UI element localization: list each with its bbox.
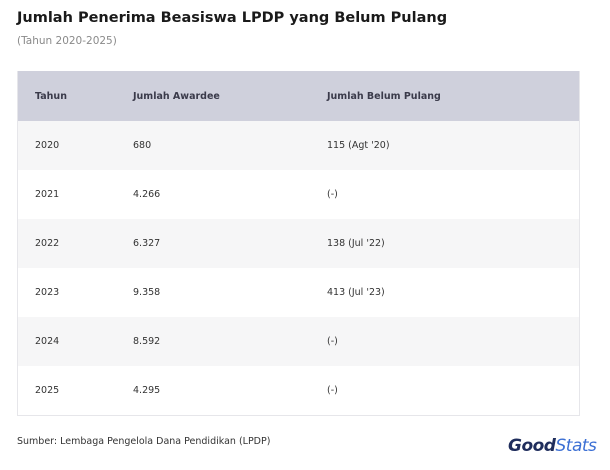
- cell: 2023: [35, 287, 60, 298]
- cell: (-): [327, 336, 338, 347]
- cell: 680: [133, 140, 152, 151]
- cell: 4.266: [133, 189, 161, 200]
- source: Sumber: Lembaga Pengelola Dana Pendidika…: [17, 436, 271, 447]
- logo-part: Good: [508, 436, 556, 456]
- cell: 2024: [35, 336, 60, 347]
- table-row: 2023 9.358 413 (Jul '23): [18, 268, 579, 317]
- cell: 9.358: [133, 287, 161, 298]
- title: Jumlah Penerima Beasiswa LPDP yang Belum…: [17, 10, 448, 26]
- logo: GoodStats: [508, 436, 597, 456]
- subtitle: (Tahun 2020-2025): [17, 35, 117, 47]
- cell: 6.327: [133, 238, 161, 249]
- column-header: Tahun: [35, 90, 67, 102]
- column-header: Jumlah Belum Pulang: [327, 90, 441, 102]
- logo-part: Stats: [555, 436, 597, 456]
- table-row: 2021 4.266 (-): [18, 170, 579, 219]
- cell: 138 (Jul '22): [327, 238, 385, 249]
- table: Tahun Jumlah Awardee Jumlah Belum Pulang 20…: [17, 71, 580, 416]
- header-row: Tahun Jumlah Awardee Jumlah Belum Pulang: [18, 71, 579, 121]
- cell: (-): [327, 189, 338, 200]
- cell: 4.295: [133, 385, 161, 396]
- cell: 2020: [35, 140, 60, 151]
- cell: (-): [327, 385, 338, 396]
- column-header: Jumlah Awardee: [133, 90, 220, 102]
- table-row: 2024 8.592 (-): [18, 317, 579, 366]
- cell: 8.592: [133, 336, 161, 347]
- cell: 2025: [35, 385, 60, 396]
- cell: 2021: [35, 189, 60, 200]
- cell: 2022: [35, 238, 60, 249]
- cell: 413 (Jul '23): [327, 287, 385, 298]
- table-row: 2020 680 115 (Agt '20): [18, 121, 579, 170]
- table-row: 2022 6.327 138 (Jul '22): [18, 219, 579, 268]
- table-row: 2025 4.295 (-): [18, 366, 579, 415]
- cell: 115 (Agt '20): [327, 140, 390, 151]
